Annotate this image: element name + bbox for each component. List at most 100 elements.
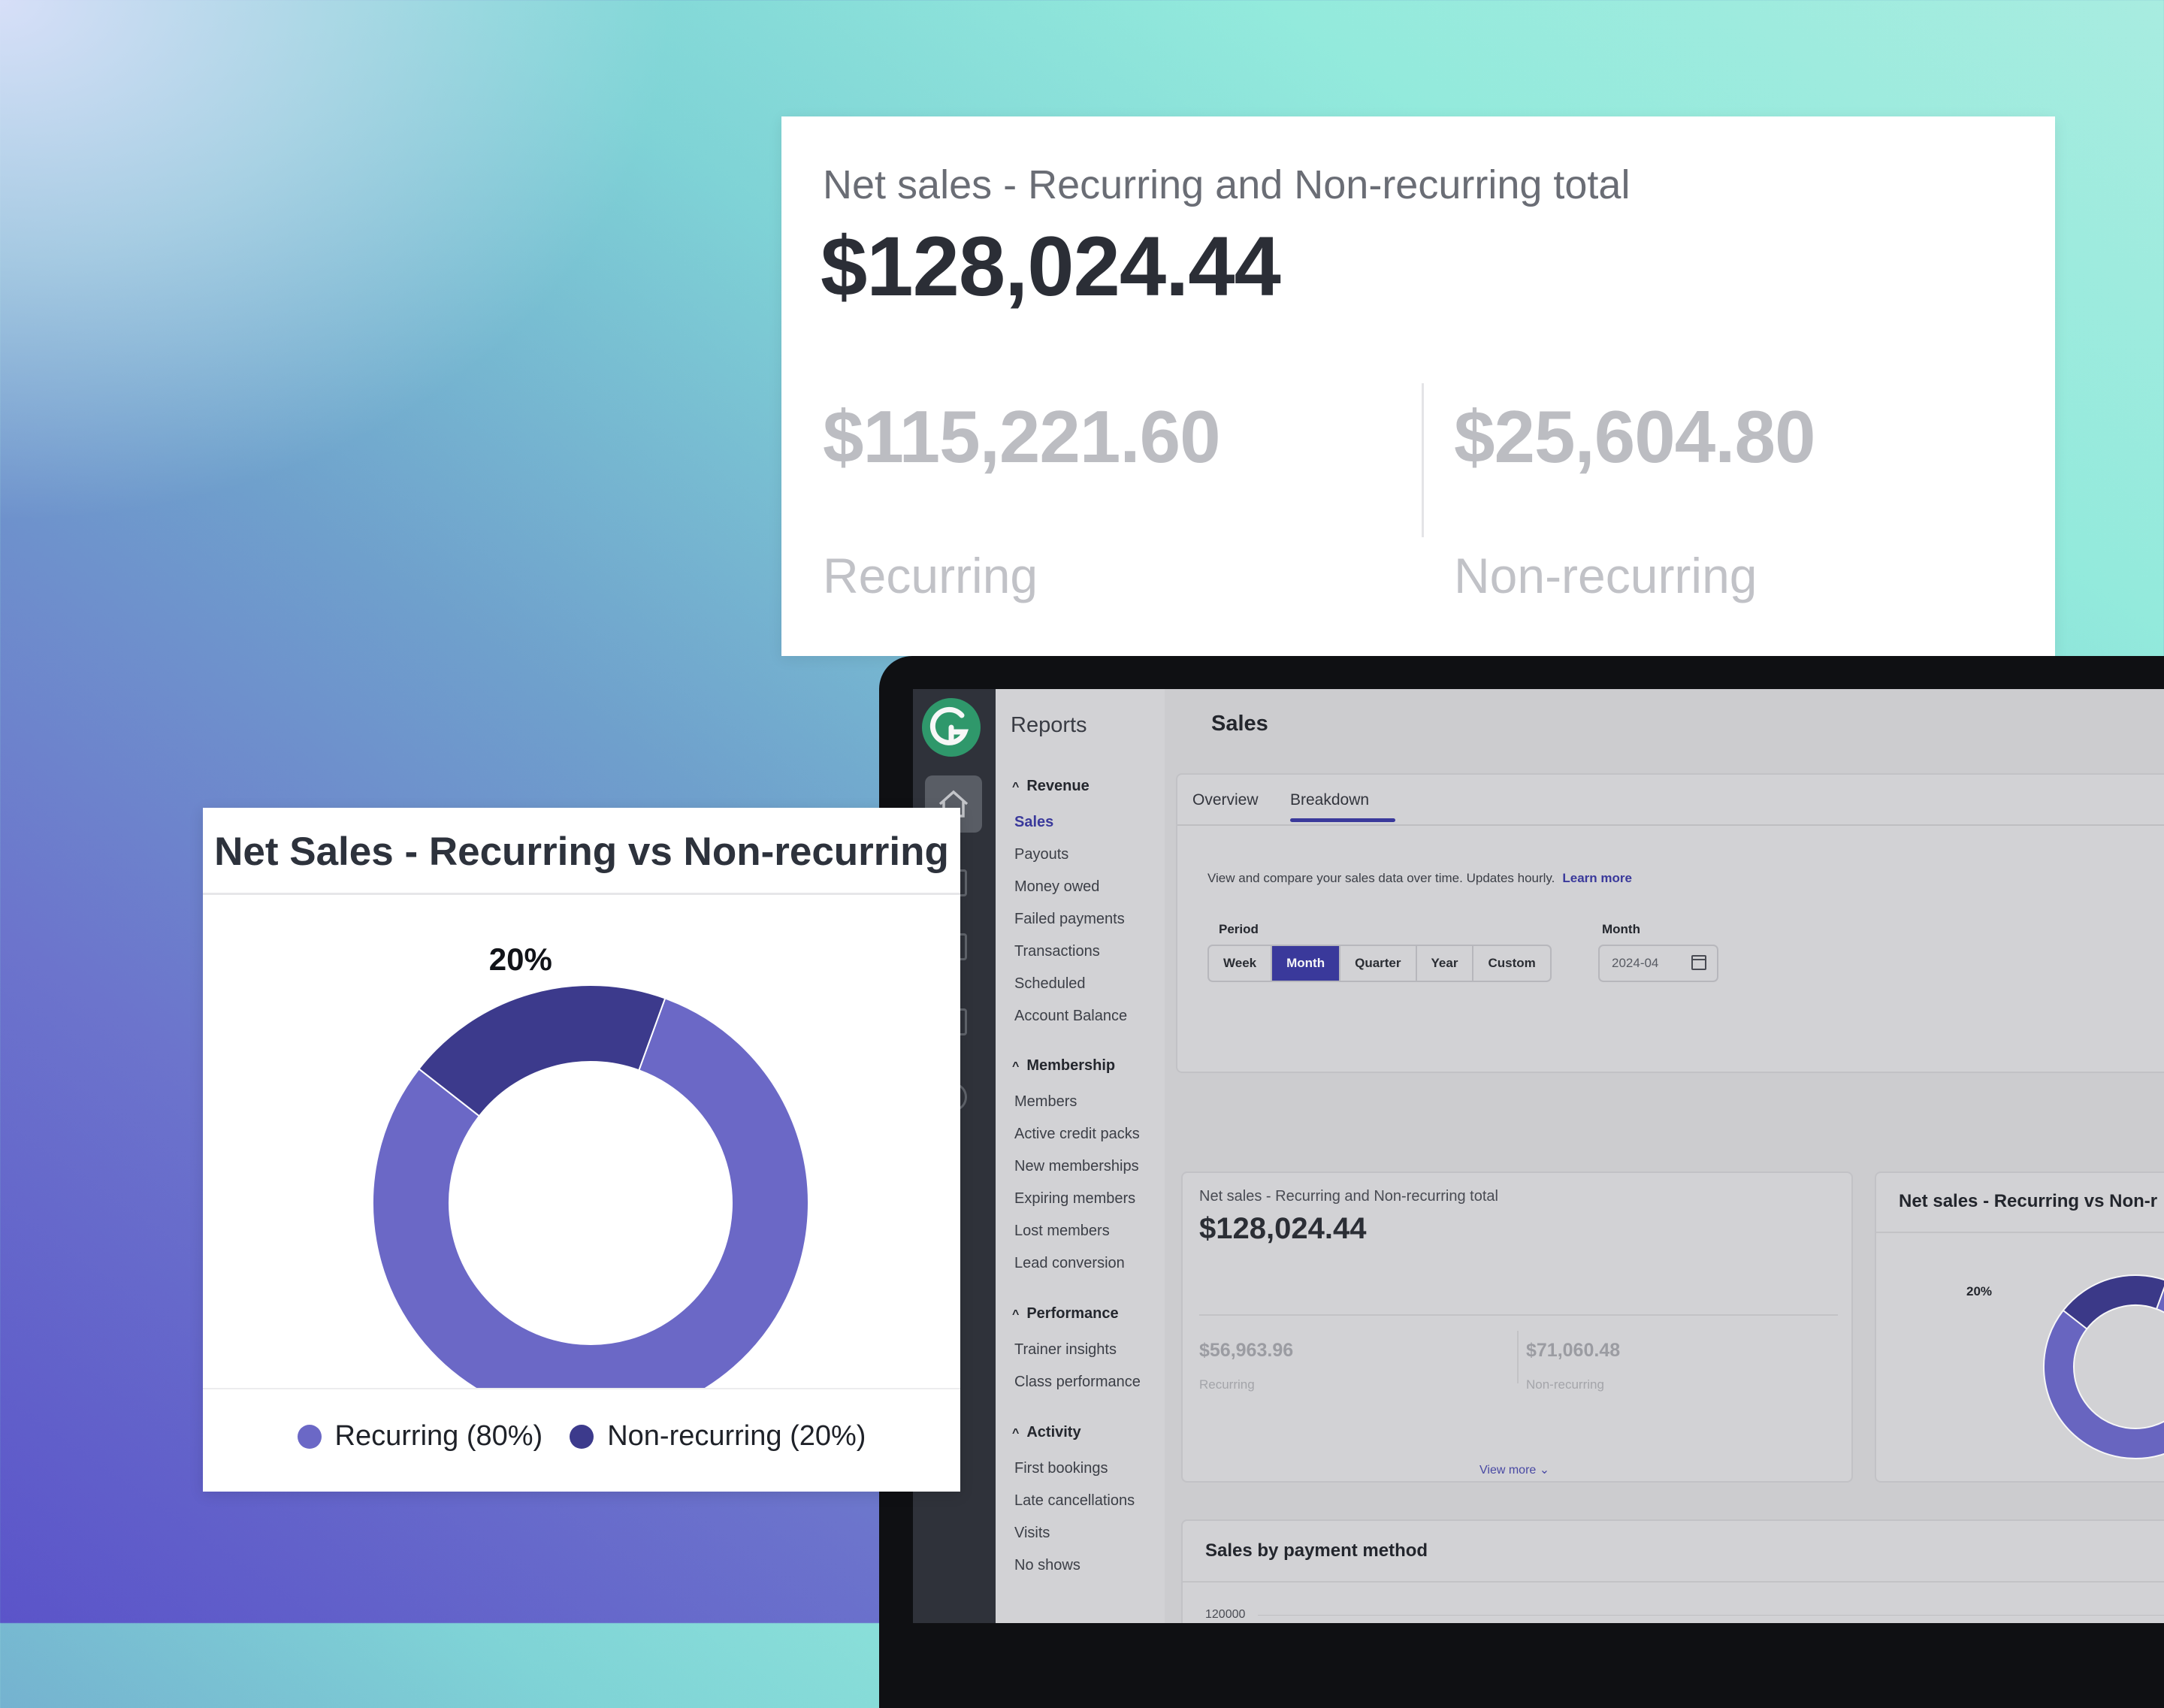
- recurring-value: $115,221.60: [823, 395, 1221, 478]
- gridline: [1258, 1615, 2164, 1616]
- period-label: Period: [1219, 922, 1259, 936]
- nonrecurring-value: $25,604.80: [1454, 395, 1815, 478]
- period-month-button[interactable]: Month: [1272, 946, 1341, 981]
- chevron-down-icon: ⌄: [1539, 1464, 1550, 1477]
- donut-slice-recurring[interactable]: [372, 997, 809, 1388]
- legend-item-recurring[interactable]: Recurring (80%): [297, 1420, 543, 1453]
- recurring-label: Recurring: [823, 548, 1038, 603]
- legend-dot-recurring: [297, 1424, 322, 1449]
- nav-item-no-shows[interactable]: No shows: [1014, 1557, 1080, 1573]
- tab-breakdown[interactable]: Breakdown: [1290, 791, 1370, 809]
- month-picker[interactable]: 2024-04: [1598, 945, 1718, 982]
- nav-section-activity[interactable]: ^ Activity: [1012, 1424, 1081, 1440]
- view-more-link[interactable]: View more ⌄: [1479, 1464, 1550, 1477]
- payment-method-title: Sales by payment method: [1205, 1540, 1428, 1561]
- nav-item-first-bookings[interactable]: First bookings: [1014, 1460, 1108, 1477]
- summary-title: Net sales - Recurring and Non-recurring …: [823, 162, 1631, 207]
- nav-section-performance[interactable]: ^ Performance: [1012, 1305, 1119, 1322]
- donut-slice-non-recurring[interactable]: [2062, 1274, 2164, 1330]
- month-label: Month: [1602, 922, 1640, 936]
- title-divider: [203, 893, 960, 895]
- nav-item-members[interactable]: Members: [1014, 1093, 1077, 1110]
- donut-chart: 80%20%: [372, 942, 809, 1388]
- chart-title: Net Sales - Recurring vs Non-recurring: [214, 830, 949, 874]
- background-glow: [0, 0, 676, 526]
- nonrecurring-stat: $25,604.80 Non-recurring: [1454, 395, 1815, 604]
- chevron-up-icon: ^: [1012, 1308, 1020, 1321]
- nav-item-transactions[interactable]: Transactions: [1014, 943, 1100, 960]
- filters-panel: Overview Breakdown View and compare your…: [1176, 773, 2164, 1073]
- nav-item-class-performance[interactable]: Class performance: [1014, 1374, 1141, 1390]
- mini-chart-title: Net sales - Recurring vs Non-r: [1899, 1191, 2158, 1211]
- month-value: 2024-04: [1612, 956, 1659, 970]
- nav-item-trainer-insights[interactable]: Trainer insights: [1014, 1341, 1117, 1358]
- nav-item-lost-members[interactable]: Lost members: [1014, 1223, 1110, 1239]
- chevron-up-icon: ^: [1012, 1427, 1020, 1440]
- panel-summary-total: $128,024.44: [1199, 1212, 1367, 1245]
- payment-method-panel: Sales by payment method 120000: [1181, 1519, 2164, 1623]
- nav-item-scheduled[interactable]: Scheduled: [1014, 975, 1086, 992]
- nav-item-new-memberships[interactable]: New memberships: [1014, 1158, 1139, 1174]
- chart-legend: Recurring (80%) Non-recurring (20%): [203, 1420, 960, 1453]
- nav-item-expiring-members[interactable]: Expiring members: [1014, 1190, 1136, 1207]
- nav-item-visits[interactable]: Visits: [1014, 1525, 1050, 1541]
- learn-more-link[interactable]: Learn more: [1562, 871, 1632, 885]
- tab-divider: [1177, 824, 2164, 826]
- page-description: View and compare your sales data over ti…: [1207, 871, 1632, 885]
- nav-item-active-credit-packs[interactable]: Active credit packs: [1014, 1126, 1140, 1142]
- panel-recurring-value: $56,963.96: [1199, 1340, 1294, 1361]
- nav-item-payouts[interactable]: Payouts: [1014, 846, 1069, 863]
- period-selector: Week Month Quarter Year Custom: [1207, 945, 1552, 982]
- nonrecurring-label: Non-recurring: [1454, 548, 1757, 603]
- legend-dot-nonrecurring: [570, 1424, 594, 1449]
- payment-method-divider: [1183, 1581, 2164, 1583]
- donut-chart-card: Net Sales - Recurring vs Non-recurring 8…: [203, 808, 960, 1492]
- nav-section-membership[interactable]: ^ Membership: [1012, 1057, 1116, 1074]
- mini-chart-label: 20%: [1966, 1284, 1993, 1298]
- nav-item-sales[interactable]: Sales: [1014, 814, 1054, 830]
- mini-chart-divider: [1876, 1232, 2164, 1233]
- panel-nonrecurring-label: Non-recurring: [1526, 1377, 1604, 1392]
- net-sales-summary-card: Net sales - Recurring and Non-recurring …: [781, 116, 2055, 656]
- reports-nav: Reports ^ Revenue Sales Payouts Money owe…: [996, 689, 1165, 1623]
- app-screen: Reports ^ Revenue Sales Payouts Money owe…: [913, 689, 2164, 1623]
- chevron-up-icon: ^: [1012, 1060, 1020, 1073]
- data-label-non-recurring: 20%: [489, 942, 552, 977]
- chevron-up-icon: ^: [1012, 781, 1020, 794]
- brand-logo-icon[interactable]: [922, 698, 981, 757]
- legend-label-recurring: Recurring (80%): [334, 1420, 543, 1452]
- y-tick-label: 120000: [1205, 1608, 1246, 1621]
- mini-donut-chart: [2043, 1274, 2164, 1459]
- period-year-button[interactable]: Year: [1417, 946, 1474, 981]
- legend-label-nonrecurring: Non-recurring (20%): [607, 1420, 866, 1452]
- tab-overview[interactable]: Overview: [1192, 791, 1259, 809]
- period-week-button[interactable]: Week: [1209, 946, 1273, 981]
- nav-title: Reports: [1011, 713, 1087, 737]
- recurring-vs-nonrecurring-panel: Net sales - Recurring vs Non-r 20%: [1875, 1171, 2164, 1483]
- calendar-icon[interactable]: [1691, 955, 1706, 970]
- donut-slice-recurring[interactable]: [2043, 1280, 2164, 1459]
- panel-recurring-label: Recurring: [1199, 1377, 1255, 1392]
- donut-slice-non-recurring[interactable]: [418, 984, 666, 1117]
- nav-item-account-balance[interactable]: Account Balance: [1014, 1008, 1128, 1024]
- main-content: Sales Overview Breakdown View and compar…: [1165, 689, 2164, 1623]
- period-quarter-button[interactable]: Quarter: [1340, 946, 1417, 981]
- panel-stat-divider: [1517, 1331, 1519, 1383]
- nav-item-failed-payments[interactable]: Failed payments: [1014, 911, 1125, 927]
- net-sales-total-panel: Net sales - Recurring and Non-recurring …: [1181, 1171, 1853, 1483]
- stat-divider: [1422, 383, 1424, 537]
- nav-section-revenue[interactable]: ^ Revenue: [1012, 778, 1090, 794]
- summary-total: $128,024.44: [821, 219, 1281, 313]
- page-title: Sales: [1211, 712, 1268, 736]
- legend-item-nonrecurring[interactable]: Non-recurring (20%): [570, 1420, 866, 1453]
- recurring-stat: $115,221.60 Recurring: [823, 395, 1221, 604]
- nav-item-money-owed[interactable]: Money owed: [1014, 878, 1100, 895]
- panel-divider: [1199, 1314, 1838, 1316]
- nav-item-lead-conversion[interactable]: Lead conversion: [1014, 1255, 1125, 1271]
- active-tab-indicator: [1290, 818, 1395, 822]
- panel-summary-title: Net sales - Recurring and Non-recurring …: [1199, 1188, 1498, 1205]
- period-custom-button[interactable]: Custom: [1488, 956, 1536, 970]
- panel-nonrecurring-value: $71,060.48: [1526, 1340, 1621, 1361]
- legend-divider: [203, 1388, 960, 1389]
- nav-item-late-cancellations[interactable]: Late cancellations: [1014, 1492, 1135, 1509]
